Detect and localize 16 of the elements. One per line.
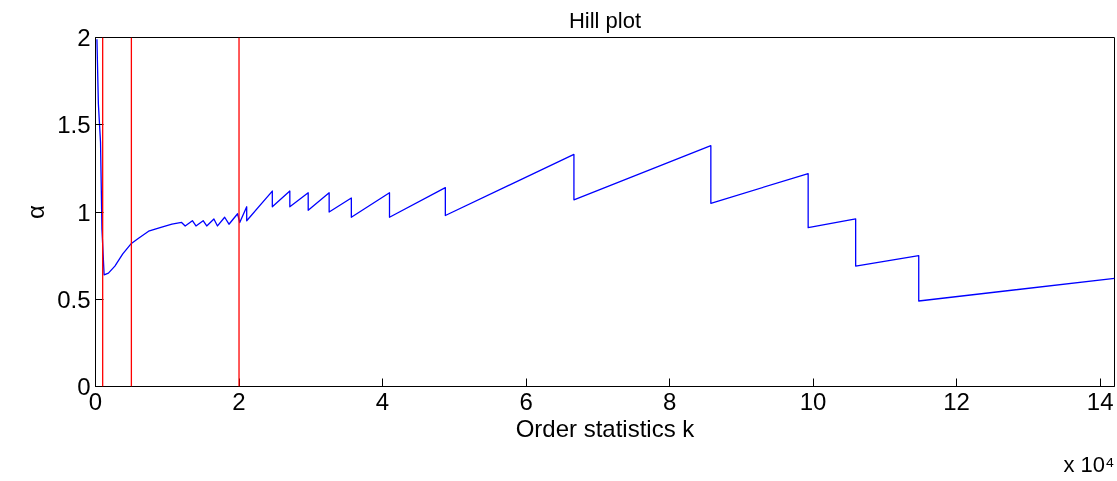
x-tick-label: 2 xyxy=(232,387,246,415)
y-tick-label: 2 xyxy=(77,24,91,51)
x-tick-label: 14 xyxy=(1086,387,1114,415)
text: x 10⁴ xyxy=(1063,451,1115,477)
x-tick-label: 6 xyxy=(519,387,533,415)
x-tick-label: 4 xyxy=(375,387,390,415)
x-tick-label: 12 xyxy=(943,387,970,415)
chart-title: Hill plot xyxy=(568,7,642,33)
y-tick-label: 1 xyxy=(77,198,91,226)
y-axis-title: α xyxy=(22,204,50,219)
y-tick-label: 0.5 xyxy=(57,285,91,313)
x-tick-label: 8 xyxy=(662,387,677,415)
y-tick-label: 1.5 xyxy=(57,111,91,139)
x-axis-title: Order statistics k xyxy=(515,414,696,442)
x-tick-label: 10 xyxy=(799,387,827,415)
line-series xyxy=(96,38,1115,302)
